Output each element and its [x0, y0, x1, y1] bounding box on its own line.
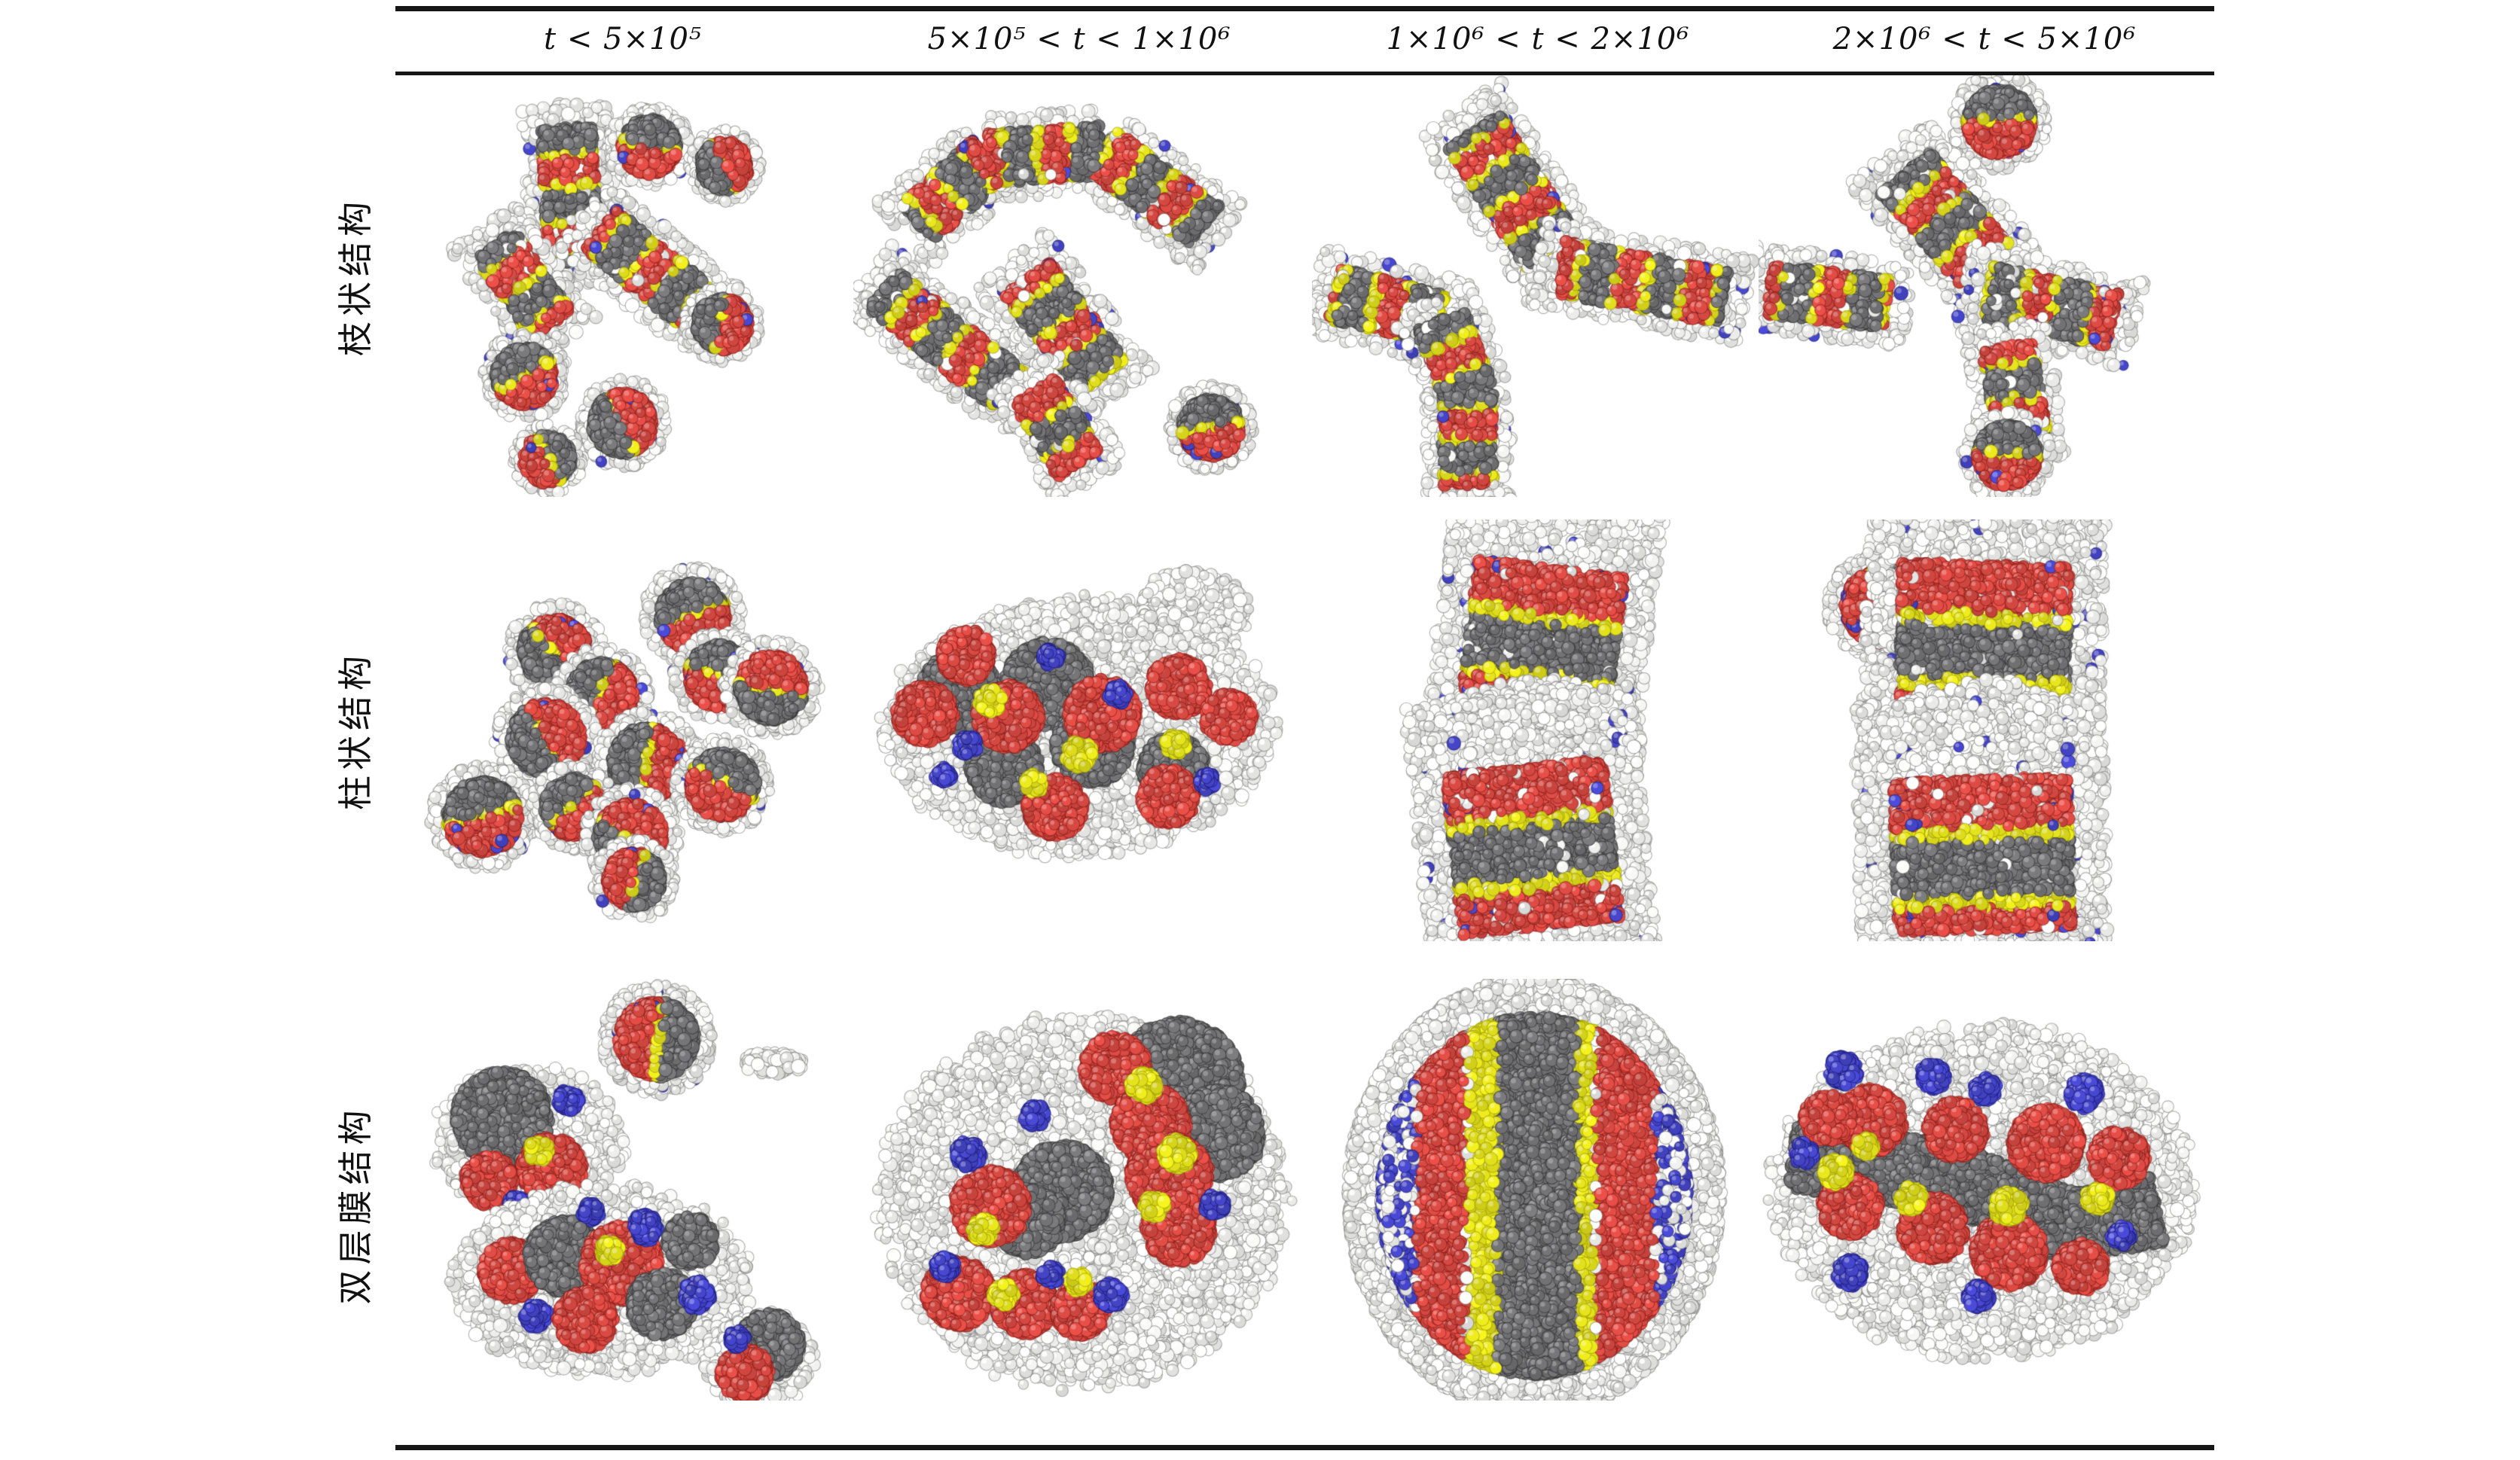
- table-bottom-rule: [395, 1445, 2214, 1450]
- row-label-bilayer-membrane-structure: 双层膜结构: [335, 1105, 376, 1305]
- snapshot-branched-t2: [853, 75, 1305, 497]
- snapshot-branched-t4: [1759, 75, 2210, 497]
- column-header-time-range-1: t < 5×10⁵: [544, 22, 702, 56]
- row-label-columnar-structure: 柱状结构: [335, 651, 376, 810]
- column-header-time-range-2: 5×10⁵ < t < 1×10⁶: [927, 22, 1231, 56]
- snapshot-bilayer-t3: [1312, 979, 1764, 1401]
- snapshot-bilayer-t1: [397, 979, 849, 1401]
- table-top-rule: [395, 6, 2214, 11]
- row-label-branched-structure: 枝状结构: [335, 197, 376, 356]
- snapshot-columnar-t2: [853, 520, 1305, 941]
- column-header-time-range-3: 1×10⁶ < t < 2×10⁶: [1386, 22, 1690, 56]
- snapshot-columnar-t3: [1312, 520, 1764, 941]
- snapshot-branched-t3: [1312, 75, 1764, 497]
- column-header-time-range-4: 2×10⁶ < t < 5×10⁶: [1832, 22, 2137, 56]
- snapshot-columnar-t1: [397, 520, 849, 941]
- snapshot-columnar-t4: [1759, 520, 2210, 941]
- snapshot-bilayer-t4: [1759, 979, 2210, 1401]
- table-header-rule: [395, 72, 2214, 75]
- snapshot-branched-t1: [397, 75, 849, 497]
- snapshot-bilayer-t2: [853, 979, 1305, 1401]
